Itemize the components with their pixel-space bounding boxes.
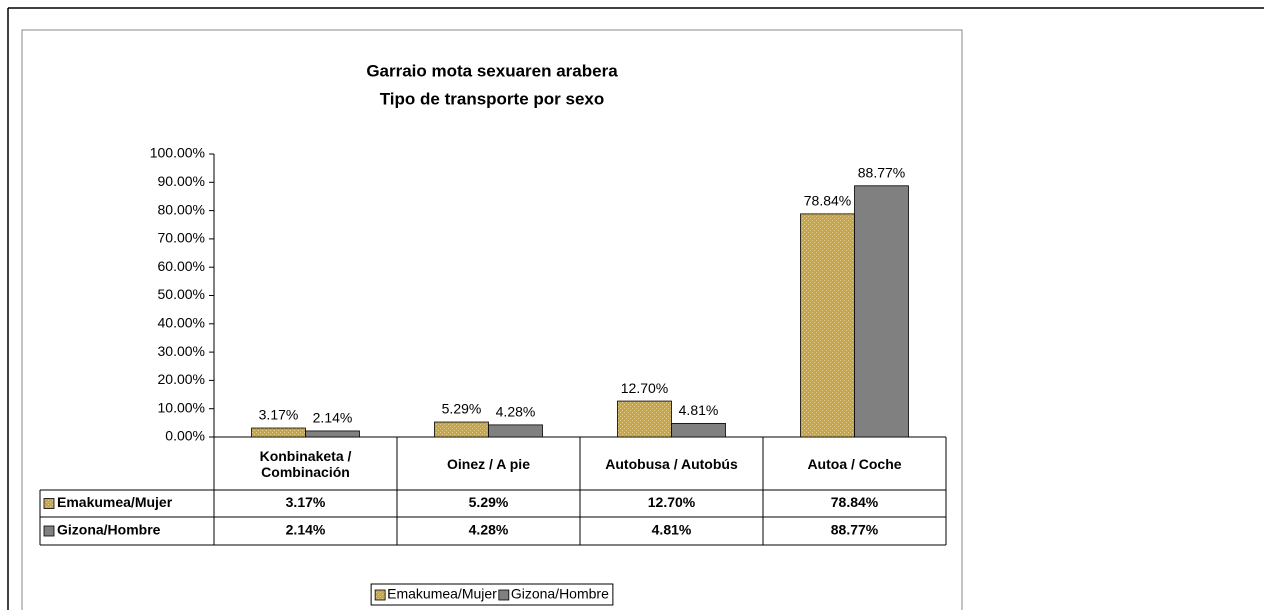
y-tick-label: 70.00%	[158, 230, 205, 246]
bar	[251, 427, 306, 438]
chart-title: Garraio mota sexuaren arabera	[366, 61, 618, 80]
x-tick-label-box: Konbinaketa / Combinación	[259, 447, 352, 480]
legend: Emakumea/Mujer Gizona/Hombre	[370, 583, 614, 606]
bar	[671, 422, 726, 438]
table-cell: 5.29%	[469, 494, 509, 510]
y-tick-label: 80.00%	[158, 201, 205, 217]
x-tick-label: Autobusa / Autobús	[605, 455, 738, 472]
bar	[305, 430, 360, 438]
y-tick-label: 60.00%	[158, 258, 205, 274]
bar	[488, 424, 543, 438]
table-cell: 78.84%	[831, 494, 879, 510]
table-cell: 2.14%	[286, 522, 326, 538]
table-row-label: Gizona/Hombre	[57, 522, 161, 538]
x-tick-label-box: Oinez / A pie	[447, 455, 530, 472]
data-label: 3.17%	[259, 407, 299, 423]
table-cell: 4.28%	[469, 522, 509, 538]
y-tick-label: 100.00%	[150, 145, 205, 161]
legend-key	[43, 498, 55, 509]
x-tick-label-box: Autoa / Coche	[807, 455, 902, 472]
bar	[434, 421, 489, 438]
x-tick-label: Konbinaketa / Combinación	[259, 447, 352, 480]
x-tick-label-box: Autobusa / Autobús	[605, 455, 738, 472]
data-label: 78.84%	[804, 193, 851, 209]
table-cell: 12.70%	[648, 494, 696, 510]
y-tick-label: 10.00%	[158, 399, 205, 415]
data-label: 88.77%	[858, 164, 905, 180]
y-tick-label: 0.00%	[165, 428, 205, 444]
legend-label: Emakumea/Mujer	[387, 586, 497, 602]
chart-subtitle: Tipo de transporte por sexo	[380, 89, 605, 108]
data-label: 4.28%	[496, 404, 536, 420]
table-cell: 4.81%	[652, 522, 692, 538]
legend-key	[498, 589, 510, 601]
data-label: 2.14%	[313, 410, 353, 426]
y-tick-label: 50.00%	[158, 286, 205, 302]
y-tick-label: 40.00%	[158, 315, 205, 331]
legend-box	[370, 583, 614, 606]
bar	[800, 213, 855, 438]
table-row-label: Emakumea/Mujer	[57, 494, 173, 510]
data-label: 12.70%	[621, 380, 668, 396]
y-tick-label: 90.00%	[158, 173, 205, 189]
data-label: 4.81%	[679, 402, 719, 418]
table-cell: 3.17%	[286, 494, 326, 510]
y-tick-label: 20.00%	[158, 371, 205, 387]
data-label: 5.29%	[442, 401, 482, 417]
legend-key	[374, 589, 386, 601]
table-cell: 88.77%	[831, 522, 879, 538]
bar	[854, 185, 909, 438]
x-tick-label: Autoa / Coche	[807, 455, 902, 472]
legend-label: Gizona/Hombre	[511, 586, 609, 602]
legend-key	[43, 525, 55, 537]
x-tick-label: Oinez / A pie	[447, 455, 530, 472]
y-tick-label: 30.00%	[158, 343, 205, 359]
bar	[617, 400, 672, 438]
